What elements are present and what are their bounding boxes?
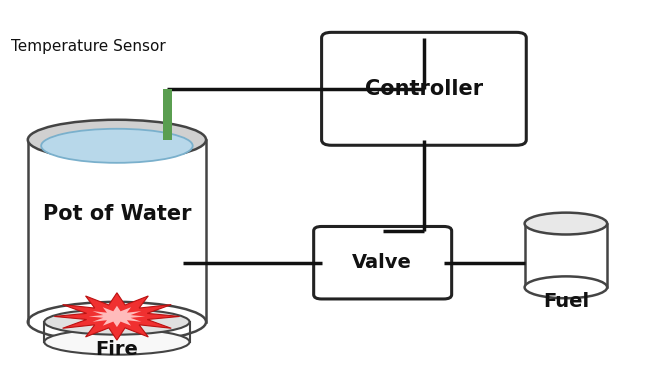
Ellipse shape xyxy=(28,302,206,342)
Text: Controller: Controller xyxy=(365,79,483,99)
FancyBboxPatch shape xyxy=(322,32,526,145)
Bar xyxy=(524,224,607,287)
Text: Fuel: Fuel xyxy=(543,292,589,311)
Bar xyxy=(28,140,206,322)
Ellipse shape xyxy=(44,309,190,335)
Polygon shape xyxy=(54,293,180,340)
Text: Valve: Valve xyxy=(353,253,412,272)
FancyBboxPatch shape xyxy=(314,226,452,299)
Ellipse shape xyxy=(28,120,206,160)
Bar xyxy=(44,322,190,342)
Polygon shape xyxy=(89,306,145,327)
Ellipse shape xyxy=(524,276,607,298)
Text: Pot of Water: Pot of Water xyxy=(42,204,191,225)
Bar xyxy=(163,89,172,140)
Ellipse shape xyxy=(44,329,190,355)
Ellipse shape xyxy=(524,212,607,235)
Text: Fire: Fire xyxy=(95,340,139,359)
Text: Temperature Sensor: Temperature Sensor xyxy=(11,39,166,54)
Ellipse shape xyxy=(41,129,193,163)
